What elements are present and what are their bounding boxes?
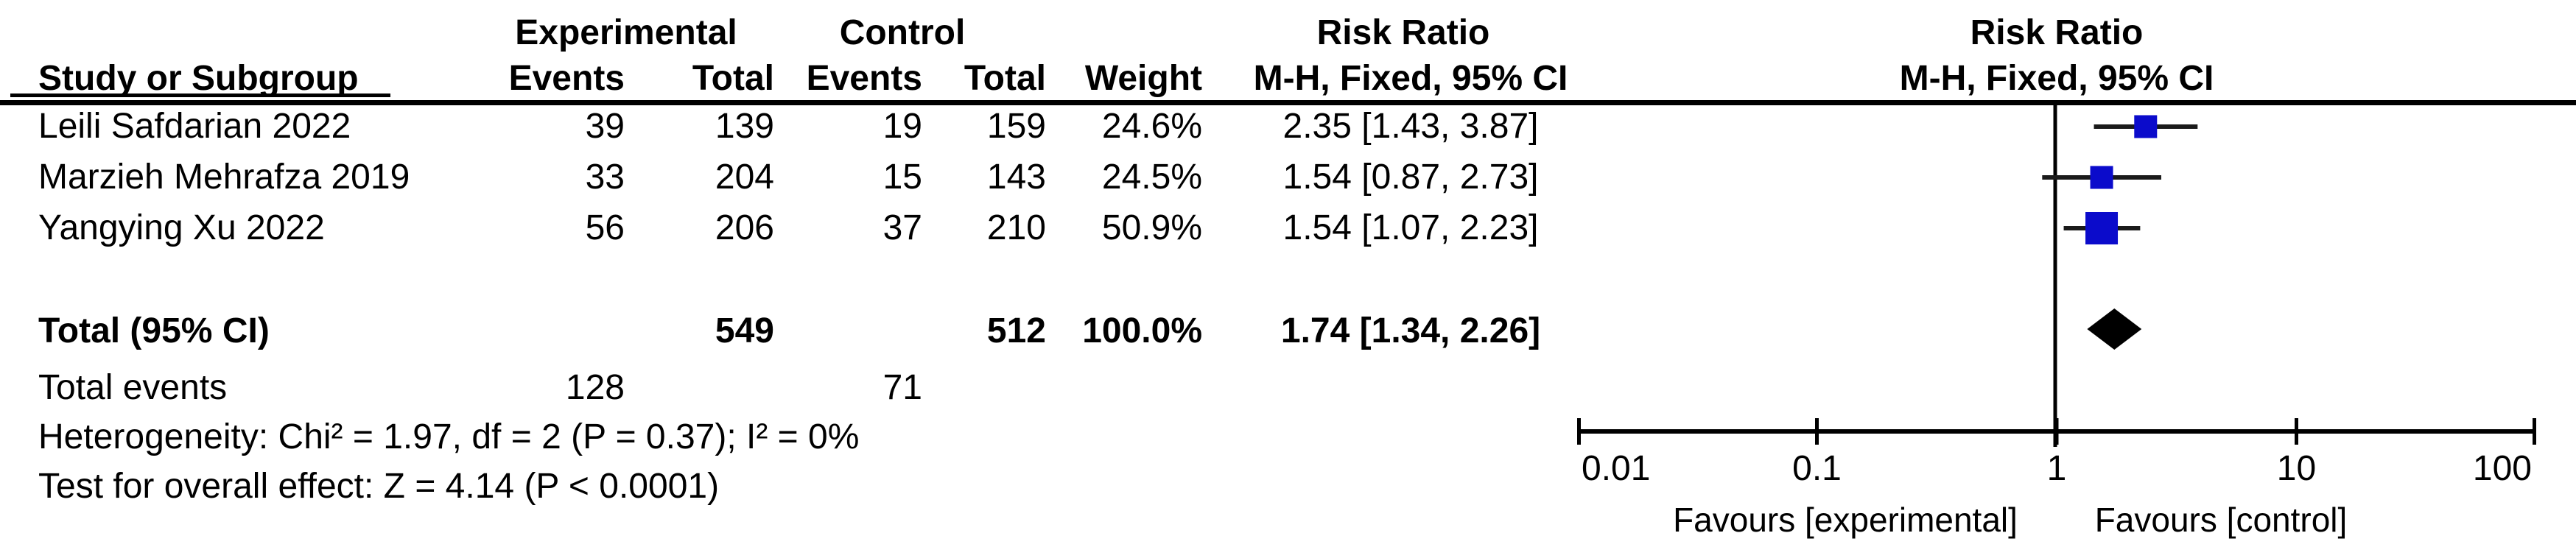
study-exp-events: 33 — [585, 158, 625, 197]
header-rule — [0, 100, 2576, 105]
axis-tick — [2533, 418, 2536, 445]
favours-left-label: Favours [experimental] — [1673, 501, 2018, 539]
study-exp-total: 139 — [715, 107, 774, 146]
overall-effect-text: Test for overall effect: Z = 4.14 (P < 0… — [38, 467, 720, 506]
effect-square — [2085, 212, 2119, 244]
axis-tick-label: 1 — [2046, 449, 2067, 488]
axis-tick — [1577, 418, 1581, 445]
total-weight: 100.0% — [1082, 311, 1202, 350]
favours-right-label: Favours [control] — [2094, 501, 2348, 539]
col-header-method-table: M-H, Fixed, 95% CI — [1253, 59, 1568, 98]
axis-tick — [2054, 418, 2059, 445]
total-effect-label: 1.74 [1.34, 2.26] — [1280, 311, 1541, 350]
total-ctrl-total: 512 — [986, 311, 1046, 350]
study-effect-label: 1.54 [0.87, 2.73] — [1282, 158, 1539, 197]
axis-tick-label: 10 — [2276, 449, 2317, 488]
study-ctrl-events: 19 — [882, 107, 922, 146]
axis-tick-label: 100 — [2472, 449, 2532, 488]
study-weight: 50.9% — [1101, 208, 1202, 247]
study-name: Yangying Xu 2022 — [38, 208, 325, 247]
total-events-ctrl: 71 — [882, 368, 922, 407]
col-header-exp-total: Total — [692, 59, 774, 98]
study-exp-events: 56 — [585, 208, 625, 247]
axis-tick — [1815, 418, 1819, 445]
study-weight: 24.6% — [1101, 107, 1202, 146]
effect-square — [2090, 166, 2113, 189]
group-header-control: Control — [839, 13, 966, 52]
study-effect-label: 1.54 [1.07, 2.23] — [1282, 208, 1539, 247]
col-header-ctrl-total: Total — [964, 59, 1046, 98]
study-ctrl-events: 15 — [882, 158, 922, 197]
study-name: Leili Safdarian 2022 — [38, 107, 351, 146]
total-events-exp: 128 — [565, 368, 625, 407]
total-events-label: Total events — [38, 368, 228, 407]
study-effect-label: 2.35 [1.43, 3.87] — [1282, 107, 1539, 146]
axis-tick — [2295, 418, 2298, 445]
col-header-weight: Weight — [1084, 59, 1202, 98]
study-exp-total: 204 — [715, 158, 774, 197]
study-weight: 24.5% — [1101, 158, 1202, 197]
axis-tick-label: 0.1 — [1792, 449, 1842, 488]
study-exp-total: 206 — [715, 208, 774, 247]
col-header-ctrl-events: Events — [806, 59, 922, 98]
total-exp-total: 549 — [715, 311, 774, 350]
study-name: Marzieh Mehrafza 2019 — [38, 158, 410, 197]
summary-diamond — [2087, 308, 2142, 350]
study-ctrl-total: 210 — [986, 208, 1046, 247]
study-ctrl-total: 143 — [986, 158, 1046, 197]
heterogeneity-text: Heterogeneity: Chi² = 1.97, df = 2 (P = … — [38, 417, 860, 456]
study-ctrl-events: 37 — [882, 208, 922, 247]
col-header-exp-events: Events — [508, 59, 625, 98]
study-ctrl-total: 159 — [986, 107, 1046, 146]
group-header-experimental: Experimental — [515, 13, 737, 52]
col-header-method-plot: M-H, Fixed, 95% CI — [1899, 59, 2214, 98]
null-effect-line — [2053, 105, 2057, 447]
effect-square — [2134, 115, 2158, 138]
col-header-study: Study or Subgroup — [38, 59, 359, 98]
effect-header-table: Risk Ratio — [1316, 13, 1490, 52]
total-row-label: Total (95% CI) — [38, 311, 270, 350]
effect-header-plot: Risk Ratio — [1970, 13, 2144, 52]
study-exp-events: 39 — [585, 107, 625, 146]
axis-tick-label: 0.01 — [1582, 449, 1651, 488]
study-header-underline — [10, 93, 390, 97]
